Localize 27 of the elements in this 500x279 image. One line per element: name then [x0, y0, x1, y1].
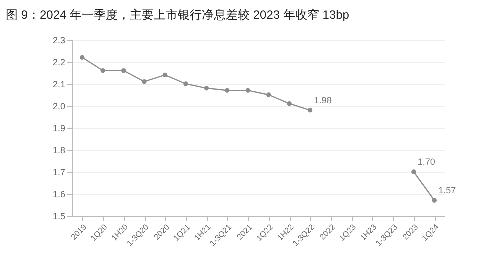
y-tick-label: 1.7	[52, 168, 66, 178]
point	[287, 101, 292, 106]
y-tick-label: 1.6	[52, 190, 66, 200]
point	[412, 170, 416, 174]
point	[204, 86, 210, 91]
y-tick-label: 2.2	[52, 58, 66, 68]
point	[121, 68, 126, 74]
point	[266, 92, 272, 98]
y-tick-label: 2.3	[52, 36, 66, 46]
y-tick-label: 2.0	[52, 102, 66, 112]
point	[308, 108, 313, 113]
point	[246, 88, 250, 93]
y-tick-label: 1.8	[52, 146, 66, 156]
point	[162, 72, 168, 78]
y-tick-label: 2.1	[52, 80, 66, 90]
point	[80, 55, 85, 60]
point	[225, 88, 230, 93]
point	[142, 79, 147, 84]
point	[100, 68, 106, 74]
chart-title: 图 9：2024 年一季度，主要上市银行净息差较 2023 年收窄 13bp	[6, 8, 350, 22]
y-tick-label: 1.5	[52, 212, 66, 222]
data-label: 1.57	[438, 186, 456, 196]
point	[184, 82, 188, 86]
data-label: 1.70	[418, 157, 436, 167]
y-tick-label: 1.9	[52, 124, 66, 134]
point	[432, 198, 437, 203]
data-label: 1.98	[314, 95, 332, 106]
